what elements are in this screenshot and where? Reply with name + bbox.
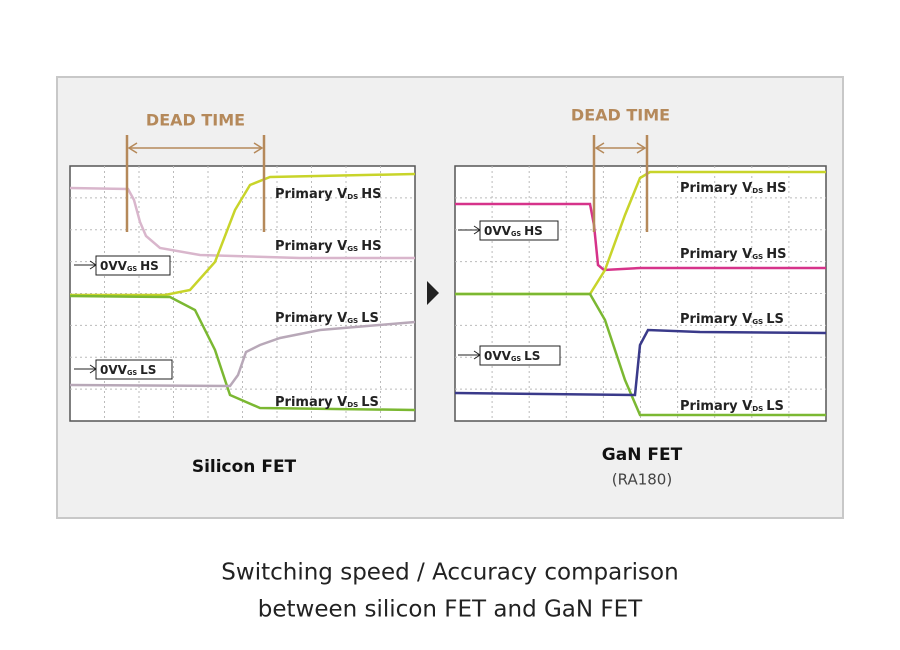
label-subscript: GS [127,265,137,273]
waveform [69,186,415,260]
trace-label: Primary VGS LS [275,311,379,326]
panel-title: GaN FET [602,445,683,465]
label-text: HS [361,239,381,254]
label-text: Primary V [680,312,752,327]
label-subscript: GS [511,355,521,363]
marker-label: 0VVGS HS [100,259,159,274]
caption: between silicon FET and GaN FET [258,597,643,623]
label-text: HS [524,224,543,238]
label-text: 0VV [100,259,128,273]
label-text: 0VV [484,224,512,238]
label-text: Primary V [275,311,347,326]
label-subscript: DS [752,404,763,413]
label-subscript: GS [347,244,358,253]
waveform [69,294,416,412]
waveform [455,292,826,417]
caption: Switching speed / Accuracy comparison [221,560,678,586]
marker-box [479,345,561,366]
trace-label: Primary VDS HS [275,187,382,202]
arrow-head [636,142,647,154]
trace-label: Primary VDS LS [275,395,379,410]
label-text: Primary V [275,239,347,254]
trace-label: Primary VGS HS [680,247,786,262]
label-text: LS [361,395,379,410]
label-text: Primary V [275,395,347,410]
panel-subtitle: (RA180) [612,471,672,489]
label-subscript: GS [752,317,763,326]
marker-box [95,359,173,380]
label-subscript: GS [127,369,137,377]
dead-time-label: DEAD TIME [146,111,245,130]
marker-label: 0VVGS LS [100,363,156,378]
arrow-head [253,142,264,154]
label-text: LS [766,399,784,414]
arrow-head [594,142,605,154]
label-subscript: DS [752,186,763,195]
label-text: HS [766,247,786,262]
label-text: Primary V [680,247,752,262]
label-subscript: DS [347,192,358,201]
label-subscript: GS [347,316,358,325]
waveform [70,172,416,297]
arrow-icon [427,281,439,305]
panel-title: Silicon FET [192,457,297,477]
label-text: Primary V [275,187,347,202]
label-text: LS [361,311,379,326]
label-text: HS [766,181,786,196]
label-text: Primary V [680,399,752,414]
trace-label: Primary VGS HS [275,239,381,254]
marker-label: 0VVGS HS [484,224,543,239]
label-subscript: GS [511,230,521,238]
label-text: LS [524,349,540,363]
trace-label: Primary VGS LS [680,312,784,327]
label-text: 0VV [100,363,128,377]
waveform [454,328,827,397]
label-text: LS [766,312,784,327]
marker-box [95,255,171,276]
label-text: HS [140,259,159,273]
dead-time-label: DEAD TIME [571,106,670,125]
waveform [69,320,416,388]
label-text: Primary V [680,181,752,196]
marker-box [479,220,559,241]
label-subscript: DS [347,400,358,409]
label-text: LS [140,363,156,377]
marker-label: 0VVGS LS [484,349,540,364]
label-text: HS [361,187,381,202]
label-text: 0VV [484,349,512,363]
trace-label: Primary VDS LS [680,399,784,414]
waveform [455,202,826,272]
trace-label: Primary VDS HS [680,181,787,196]
arrow-head [127,142,138,154]
label-subscript: GS [752,252,763,261]
